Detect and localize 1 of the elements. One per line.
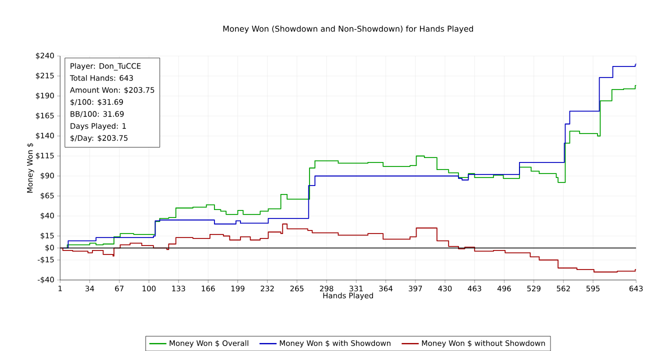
chart-title: Money Won (Showdown and Non-Showdown) for Hands Played [223, 25, 473, 34]
